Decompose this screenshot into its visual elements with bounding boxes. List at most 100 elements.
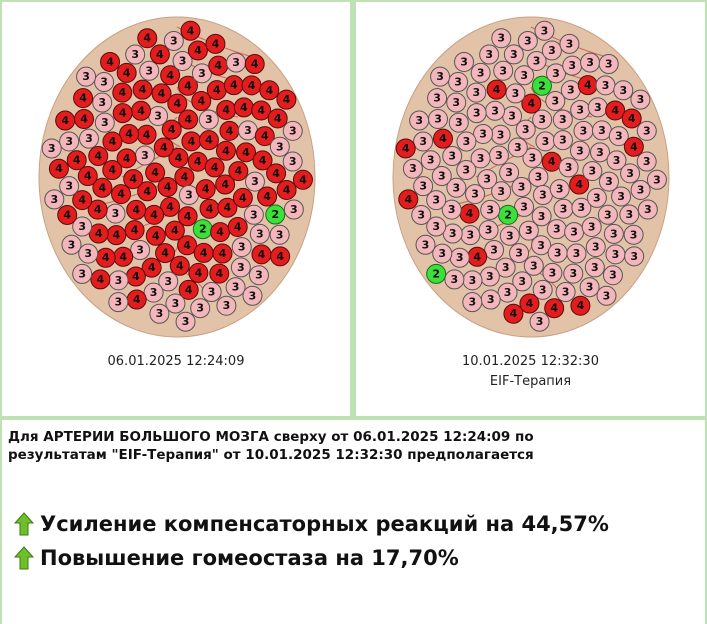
- result: Усиление компенсаторных реакций на 44,57…: [14, 512, 609, 536]
- marker-value: 3: [643, 124, 651, 137]
- marker: 4: [102, 131, 123, 152]
- marker: 3: [532, 109, 553, 130]
- marker-value: 3: [539, 189, 547, 202]
- marker: 4: [223, 75, 244, 96]
- marker-value: 4: [550, 302, 558, 315]
- marker: 4: [206, 80, 227, 101]
- marker-circle: [165, 293, 186, 314]
- marker-value: 3: [510, 48, 518, 61]
- marker-value: 3: [605, 175, 613, 188]
- marker-circle: [517, 30, 538, 51]
- marker-value: 3: [518, 275, 526, 288]
- marker-circle: [72, 263, 93, 284]
- marker-circle: [161, 119, 182, 140]
- marker-value: 4: [242, 146, 250, 159]
- marker: 4: [112, 82, 133, 103]
- marker-circle: [216, 295, 237, 316]
- marker: 4: [145, 162, 166, 183]
- marker-circle: [217, 197, 238, 218]
- marker: 4: [131, 100, 152, 121]
- marker-circle: [215, 140, 236, 161]
- marker-value: 3: [537, 239, 545, 252]
- marker: 3: [532, 185, 553, 206]
- marker: 4: [111, 184, 132, 205]
- marker-value: 3: [559, 113, 567, 126]
- marker: 3: [244, 171, 265, 192]
- marker-circle: [41, 138, 62, 159]
- marker: 2: [531, 75, 552, 96]
- marker: 3: [448, 72, 469, 93]
- marker: 3: [491, 181, 512, 202]
- marker-value: 3: [548, 44, 556, 57]
- marker-value: 3: [232, 281, 240, 294]
- marker: 3: [446, 177, 467, 198]
- marker-value: 2: [271, 208, 279, 221]
- marker-circle: [395, 138, 416, 159]
- marker-value: 3: [538, 113, 546, 126]
- marker: 3: [59, 176, 80, 197]
- marker: 3: [41, 138, 62, 159]
- marker: 4: [141, 257, 162, 278]
- marker-circle: [191, 91, 212, 112]
- marker: 2: [498, 204, 519, 225]
- marker-value: 4: [205, 134, 213, 147]
- marker: 3: [518, 220, 539, 241]
- marker: 3: [108, 270, 129, 291]
- marker: 3: [569, 140, 590, 161]
- marker: 3: [549, 179, 570, 200]
- marker-value: 3: [472, 86, 480, 99]
- marker-value: 4: [160, 141, 168, 154]
- marker-circle: [426, 190, 447, 211]
- marker-value: 3: [541, 24, 549, 37]
- marker-value: 3: [569, 267, 577, 280]
- marker-value: 3: [276, 140, 284, 153]
- marker-value: 4: [263, 190, 271, 203]
- marker-circle: [242, 285, 263, 306]
- marker: 3: [216, 295, 237, 316]
- marker-value: 3: [477, 152, 485, 165]
- marker-value: 4: [119, 107, 127, 120]
- marker-value: 3: [438, 247, 446, 260]
- marker-circle: [505, 83, 526, 104]
- marker-circle: [558, 157, 579, 178]
- marker: 3: [555, 281, 576, 302]
- marker: 3: [553, 198, 574, 219]
- marker: 3: [511, 177, 532, 198]
- marker-value: 4: [261, 130, 269, 143]
- marker: 3: [499, 225, 520, 246]
- marker-circle: [521, 93, 542, 114]
- marker: 3: [598, 171, 619, 192]
- marker: 3: [269, 136, 290, 157]
- marker-value: 3: [594, 101, 602, 114]
- marker-value: 4: [211, 161, 219, 174]
- marker-value: 4: [112, 229, 120, 242]
- marker: 3: [178, 185, 199, 206]
- marker-circle: [507, 137, 528, 158]
- marker: 3: [509, 243, 530, 264]
- marker-value: 4: [132, 270, 140, 283]
- marker-value: 3: [255, 269, 263, 282]
- marker-value: 4: [118, 86, 126, 99]
- marker: 4: [123, 169, 144, 190]
- marker-value: 3: [433, 92, 441, 105]
- marker-circle: [493, 60, 514, 81]
- marker-value: 3: [497, 128, 505, 141]
- marker-circle: [563, 263, 584, 284]
- marker-value: 3: [530, 259, 538, 272]
- marker-circle: [444, 269, 465, 290]
- marker-value: 3: [473, 107, 481, 120]
- marker: 3: [637, 199, 658, 220]
- marker: 3: [579, 277, 600, 298]
- marker-value: 4: [99, 181, 107, 194]
- marker: 4: [87, 199, 108, 220]
- marker-value: 4: [257, 104, 265, 117]
- marker-value: 3: [453, 181, 461, 194]
- marker: 4: [432, 128, 453, 149]
- marker-value: 3: [560, 202, 568, 215]
- marker-value: 4: [265, 84, 273, 97]
- marker: 3: [559, 33, 580, 54]
- marker-circle: [157, 177, 178, 198]
- marker-circle: [243, 204, 264, 225]
- marker-value: 4: [248, 79, 256, 92]
- marker-circle: [266, 163, 287, 184]
